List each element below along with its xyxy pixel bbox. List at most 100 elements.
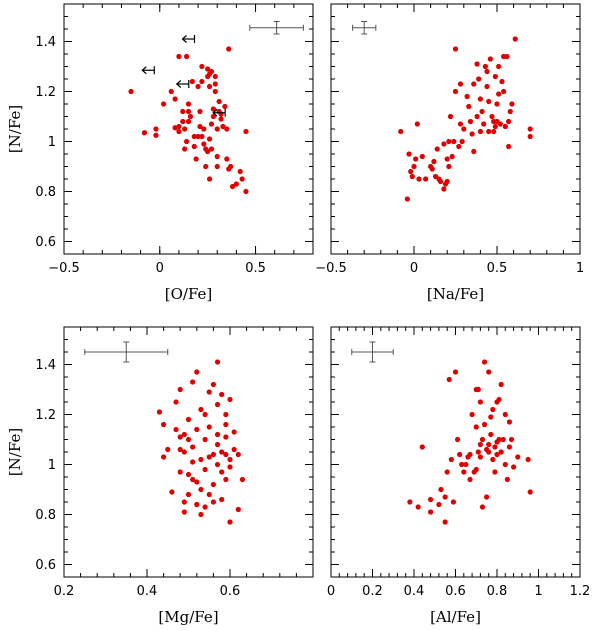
data-point — [506, 118, 512, 125]
data-point — [461, 126, 467, 132]
data-point — [474, 61, 480, 67]
plot-frame — [63, 326, 314, 578]
data-point — [214, 359, 221, 365]
data-point — [416, 176, 422, 182]
data-point — [177, 446, 183, 453]
data-point — [509, 101, 515, 107]
data-point — [488, 431, 494, 438]
data-point — [506, 444, 513, 450]
data-point — [404, 196, 410, 202]
data-point — [508, 436, 515, 443]
x-tick-label: 0.8 — [487, 584, 508, 599]
data-point — [481, 421, 488, 428]
data-point — [499, 78, 505, 85]
data-point — [231, 446, 237, 453]
data-point — [527, 133, 533, 140]
data-point — [488, 414, 494, 420]
data-point — [500, 436, 506, 443]
data-point — [474, 113, 480, 120]
data-point — [208, 146, 215, 152]
data-point — [446, 163, 452, 170]
data-point — [237, 168, 243, 175]
data-point — [447, 113, 454, 120]
data-point — [183, 53, 190, 60]
data-point — [128, 88, 134, 95]
data-point — [239, 476, 246, 483]
data-point — [409, 173, 415, 180]
data-point — [194, 501, 200, 508]
upper-limit-head — [175, 80, 182, 88]
data-point — [235, 506, 241, 513]
data-point — [406, 151, 412, 157]
x-tick-label: 0.4 — [137, 584, 158, 599]
data-point — [212, 81, 218, 87]
data-point — [504, 53, 510, 60]
data-point — [223, 451, 229, 458]
x-tick-label: 0.5 — [245, 261, 266, 276]
data-point — [441, 186, 447, 192]
data-point — [227, 464, 233, 470]
data-point — [459, 461, 465, 468]
data-point — [473, 424, 479, 430]
data-point — [176, 53, 182, 60]
y-tick-label: 0.8 — [35, 508, 56, 523]
data-point — [202, 411, 208, 418]
data-point — [477, 96, 483, 102]
data-point — [229, 183, 236, 190]
data-point — [185, 101, 192, 107]
data-point — [173, 399, 179, 405]
data-point — [515, 454, 521, 460]
data-point — [441, 141, 447, 147]
data-point — [198, 511, 204, 518]
data-point — [182, 146, 188, 152]
data-point — [195, 83, 201, 90]
plot-frame — [330, 3, 581, 255]
data-point — [419, 444, 425, 450]
x-tick-label: 0.2 — [54, 584, 75, 599]
data-point — [190, 444, 196, 450]
data-point — [407, 499, 413, 505]
data-point — [469, 411, 475, 418]
y-axis-label: [N/Fe] — [6, 105, 24, 153]
data-point — [177, 434, 183, 440]
data-point — [475, 449, 481, 455]
data-point — [169, 489, 175, 495]
data-point — [442, 519, 448, 525]
data-point — [141, 130, 148, 136]
data-point — [201, 126, 207, 132]
data-point — [506, 143, 512, 150]
data-point — [490, 406, 496, 413]
data-point — [197, 123, 203, 130]
data-point — [219, 449, 225, 455]
data-point — [457, 451, 463, 458]
panel-3: 0.2 0.4 0.6 0.6 0.8 1 1.2 1.4 [Mg/Fe] [N/Fe] — [6, 326, 314, 626]
data-point — [498, 381, 504, 388]
data-point — [481, 359, 488, 365]
data-point — [187, 113, 194, 120]
data-point — [507, 108, 513, 115]
panel-4: 0 0.2 0.4 0.6 0.8 1 1.2 [Al/Fe] — [327, 326, 590, 626]
data-point — [415, 504, 421, 510]
panel-1: −0.5 0 0.5 0.6 0.8 1 1.2 1.4 [O/Fe] [N/Fe] — [6, 3, 314, 303]
data-point — [484, 83, 490, 90]
data-point — [210, 106, 216, 112]
data-point — [496, 436, 502, 443]
data-point — [202, 436, 208, 443]
data-point — [494, 451, 500, 458]
data-point — [419, 153, 425, 160]
data-point — [243, 188, 249, 195]
data-point — [205, 148, 211, 155]
data-point — [190, 459, 196, 465]
x-axis-label: [Na/Fe] — [427, 285, 484, 303]
data-point — [202, 504, 208, 510]
data-point — [431, 158, 437, 165]
data-point — [479, 108, 485, 115]
data-point — [476, 76, 482, 82]
data-point — [161, 454, 167, 460]
data-point — [191, 143, 197, 150]
data-point — [198, 406, 204, 413]
data-point — [220, 123, 226, 130]
data-point — [183, 138, 190, 145]
data-point — [223, 421, 229, 428]
